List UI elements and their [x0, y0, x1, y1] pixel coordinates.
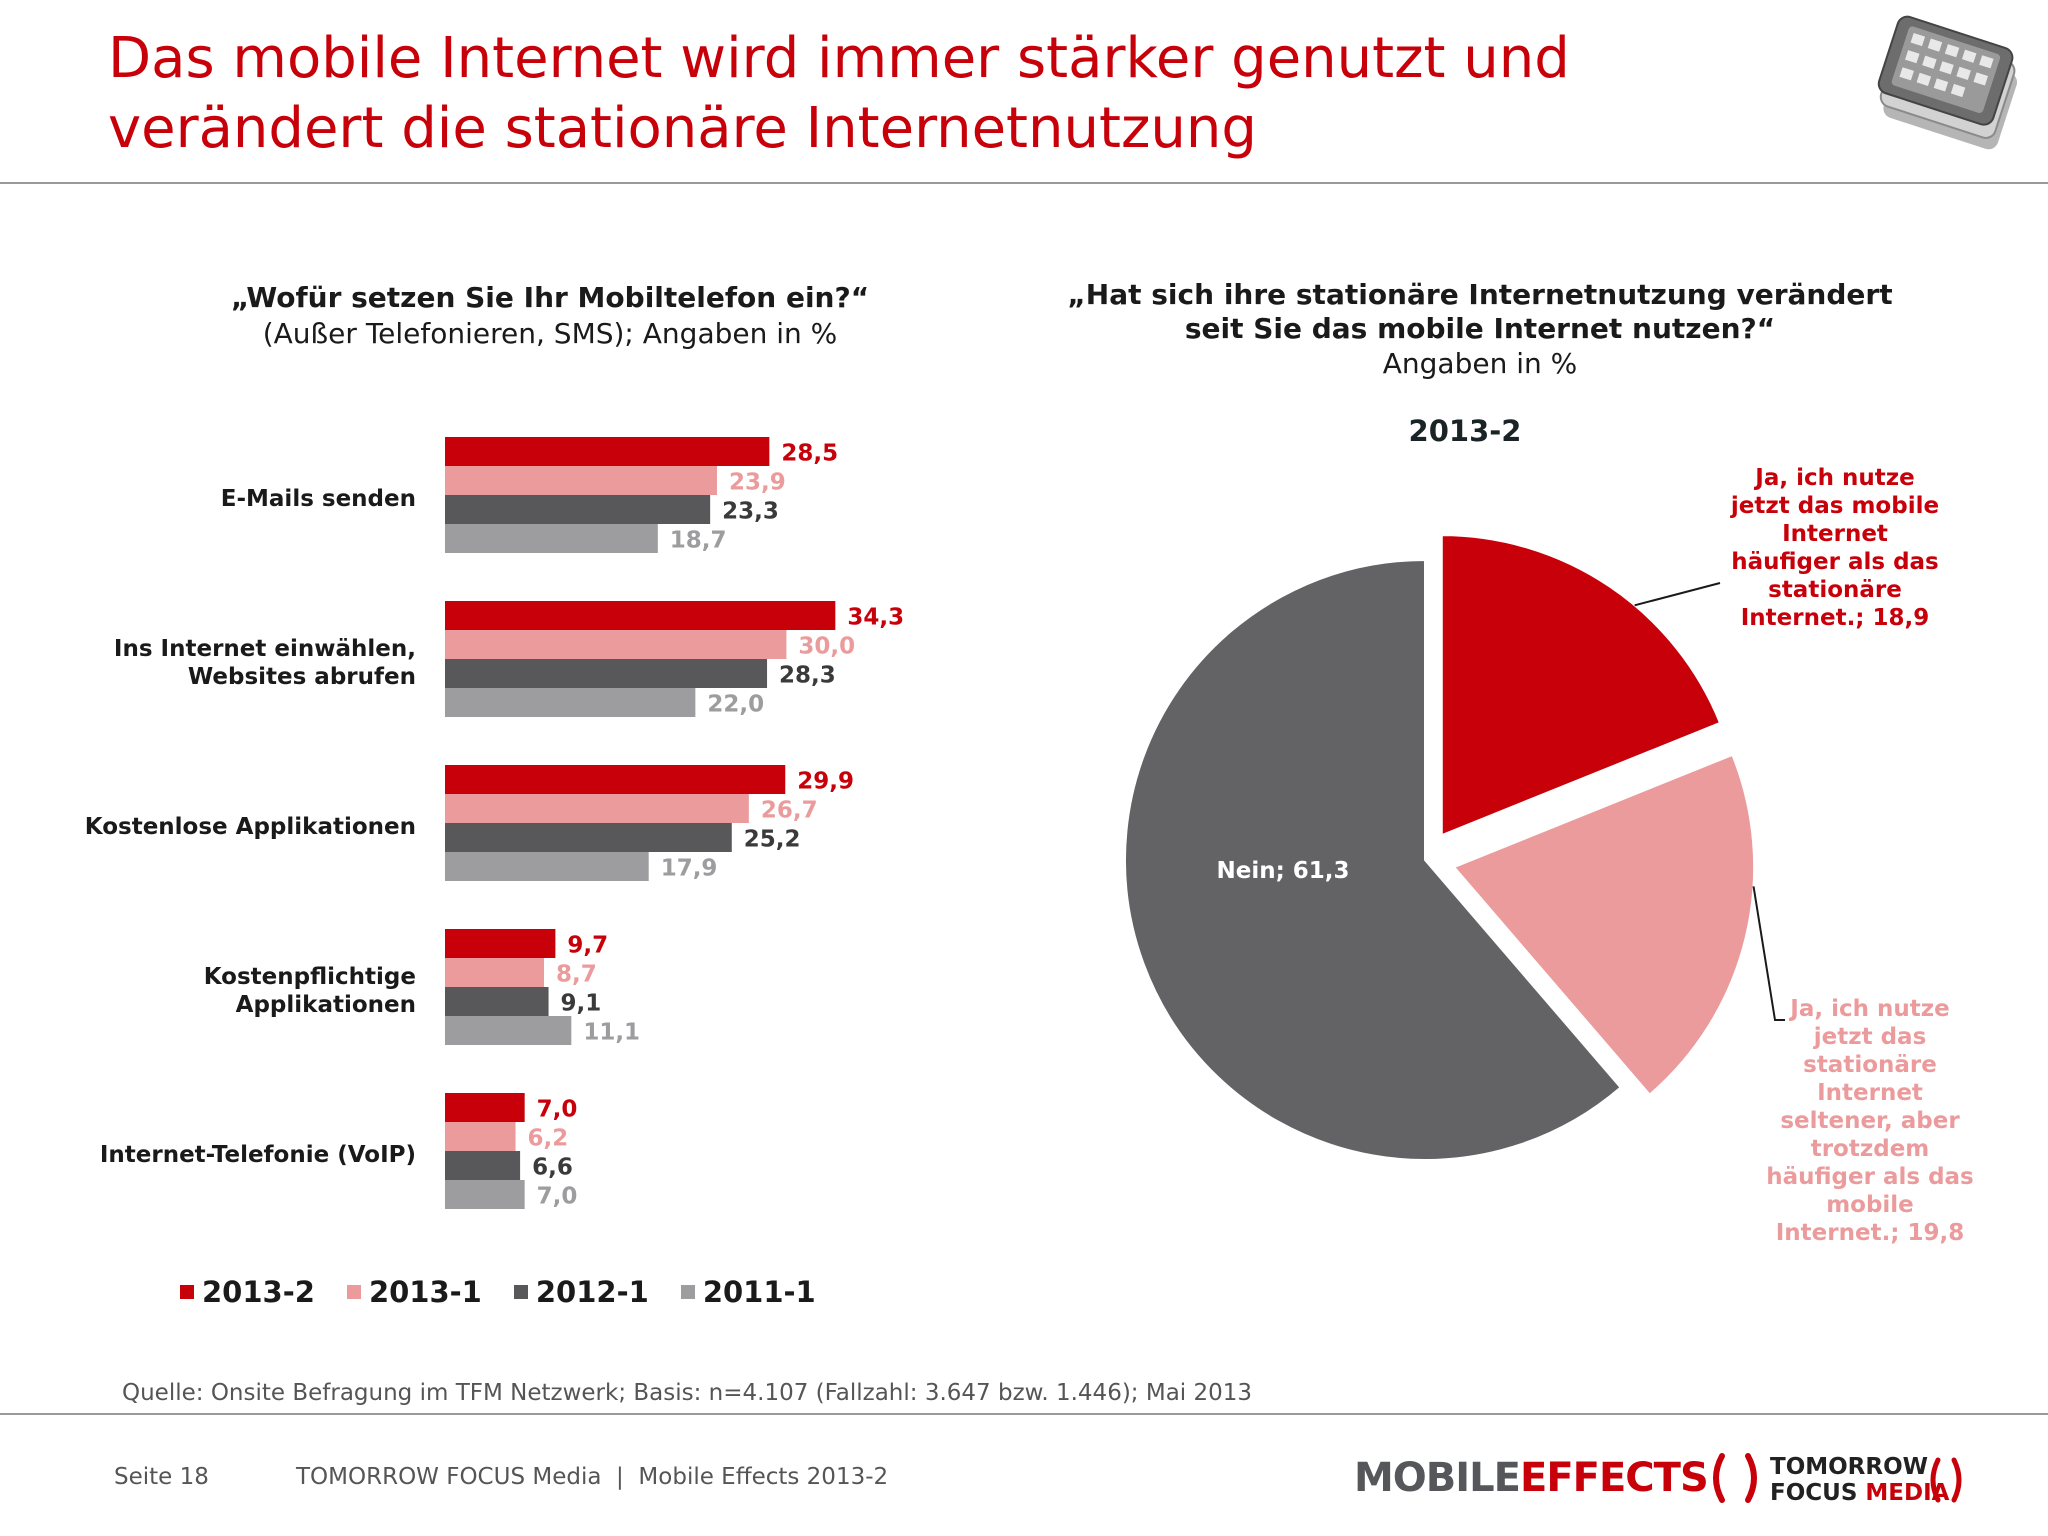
bar-2011-1 — [445, 852, 649, 881]
pie-leader-line — [1752, 886, 1785, 1021]
legend-swatch — [680, 1285, 695, 1299]
bar-2012-1 — [445, 987, 549, 1016]
legend-label: 2012-1 — [535, 1275, 649, 1309]
bar-2013-2 — [445, 437, 770, 466]
footer-text: TOMORROW FOCUS Media | Mobile Effects 20… — [296, 1464, 889, 1490]
bar-value-label: 23,9 — [729, 470, 786, 496]
pie-label-no: Nein; 61,3 — [1216, 858, 1349, 884]
bar-value-label: 9,7 — [567, 933, 608, 959]
bar-2011-1 — [445, 688, 696, 717]
bar-2013-2 — [445, 929, 556, 958]
footer-divider — [0, 1413, 2048, 1415]
legend-item: 2012-1 — [513, 1275, 649, 1309]
bar-value-label: 28,3 — [779, 663, 836, 689]
bar-value-label: 7,0 — [537, 1097, 578, 1123]
smartphone-icon — [1877, 15, 2018, 150]
bar-category-label: E-Mails senden — [220, 486, 416, 512]
bar-2013-1 — [445, 1122, 516, 1151]
pie-slice — [1124, 558, 1622, 1161]
bar-value-label: 11,1 — [583, 1020, 640, 1046]
bar-category-label: Kostenpflichtige Applikationen — [203, 964, 416, 1018]
page-title: Das mobile Internet wird immer stärker g… — [108, 24, 1748, 164]
bar-2013-1 — [445, 466, 717, 495]
bar-2011-1 — [445, 524, 658, 553]
bar-2013-2 — [445, 601, 836, 630]
header-divider — [0, 182, 2048, 184]
legend-swatch — [346, 1285, 361, 1299]
pie-chart-question-line2: seit Sie das mobile Internet nutzen?“ — [1184, 312, 1776, 345]
pie-chart: Ja, ich nutze jetzt das mobile Internet häu… — [1124, 465, 1974, 1246]
pie-slice — [1440, 534, 1722, 837]
bar-value-label: 30,0 — [798, 634, 855, 660]
bar-2013-1 — [445, 630, 787, 659]
page-number: Seite 18 — [114, 1464, 209, 1490]
bar-value-label: 29,9 — [797, 769, 854, 795]
mobile-effects-logo: MOBILE EFFECTS — [1354, 1450, 1768, 1506]
bar-value-label: 18,7 — [670, 528, 727, 554]
bar-2011-1 — [445, 1016, 572, 1045]
bar-value-label: 6,2 — [528, 1126, 569, 1152]
bar-chart: 28,5 23,9 23,3 18,7 34,3 30,0 28,3 22,0 29,9 26,7… — [445, 437, 904, 1210]
bar-value-label: 6,6 — [532, 1155, 573, 1181]
legend-label: 2013-1 — [368, 1275, 482, 1309]
bar-category-label: Kostenlose Applikationen — [84, 814, 416, 840]
source-note: Quelle: Onsite Befragung im TFM Netzwerk… — [122, 1380, 1253, 1406]
bar-2013-2 — [445, 765, 786, 794]
bar-2012-1 — [445, 1151, 521, 1180]
page-title-line2: verändert die stationäre Internetnutzung — [108, 96, 1257, 161]
bar-value-label: 28,5 — [781, 441, 838, 467]
legend-swatch — [180, 1285, 194, 1299]
pie-chart-question-line1: „Hat sich ihre stationäre Internetnutzun… — [1067, 278, 1893, 311]
bar-value-label: 7,0 — [537, 1184, 578, 1210]
bar-2013-1 — [445, 958, 545, 987]
logo-bracket-small-icon — [1930, 1457, 1962, 1503]
legend-label: 2011-1 — [702, 1275, 816, 1309]
bar-2012-1 — [445, 823, 732, 852]
bar-value-label: 23,3 — [722, 499, 779, 525]
bar-value-label: 25,2 — [744, 827, 801, 853]
pie-chart-question: „Hat sich ihre stationäre Internetnutzun… — [1010, 278, 1950, 382]
legend-item: 2013-2 — [180, 1275, 315, 1309]
pie-label-mobile-more: Ja, ich nutze jetzt das mobile Internet häu… — [1730, 465, 1939, 631]
bar-2013-2 — [445, 1093, 525, 1122]
bar-chart-question-text: „Wofür setzen Sie Ihr Mobiltelefon ein?“ — [230, 281, 870, 314]
legend-label: 2013-2 — [202, 1275, 315, 1309]
pie-leader-line — [1634, 582, 1721, 607]
bar-value-label: 26,7 — [761, 798, 818, 824]
pie-chart-title: 2013-2 — [1408, 414, 1522, 448]
bar-value-label: 22,0 — [707, 692, 764, 718]
bar-value-label: 17,9 — [661, 856, 718, 882]
bar-2012-1 — [445, 659, 768, 688]
bar-value-label: 34,3 — [847, 605, 904, 631]
legend-item: 2011-1 — [680, 1275, 816, 1309]
bar-chart-subtitle: (Außer Telefonieren, SMS); Angaben in % — [262, 317, 838, 350]
page-title-line1: Das mobile Internet wird immer stärker g… — [108, 26, 1570, 91]
legend-swatch — [513, 1285, 528, 1299]
pie-slice — [1452, 753, 1756, 1097]
bar-value-label: 9,1 — [561, 991, 602, 1017]
tomorrow-focus-logo: TOMORROW FOCUS MEDIA — [1770, 1454, 1950, 1506]
bar-2012-1 — [445, 495, 711, 524]
bar-chart-question: „Wofür setzen Sie Ihr Mobiltelefon ein?“… — [100, 280, 1000, 352]
bar-category-label: Ins Internet einwählen, Websites abrufen — [113, 636, 416, 690]
bar-category-label: Internet-Telefonie (VoIP) — [99, 1142, 416, 1168]
bar-2011-1 — [445, 1180, 525, 1209]
bar-2013-1 — [445, 794, 749, 823]
logo-bracket-icon — [1712, 1453, 1757, 1503]
pie-chart-subtitle: Angaben in % — [1382, 347, 1578, 380]
pie-label-stationary-less: Ja, ich nutze jetzt das stationäre Internet… — [1766, 996, 1974, 1246]
legend-item: 2013-1 — [346, 1275, 482, 1309]
bar-value-label: 8,7 — [556, 962, 597, 988]
bar-chart-legend: 2013-2 2013-1 2012-1 2011-1 — [180, 1272, 848, 1312]
